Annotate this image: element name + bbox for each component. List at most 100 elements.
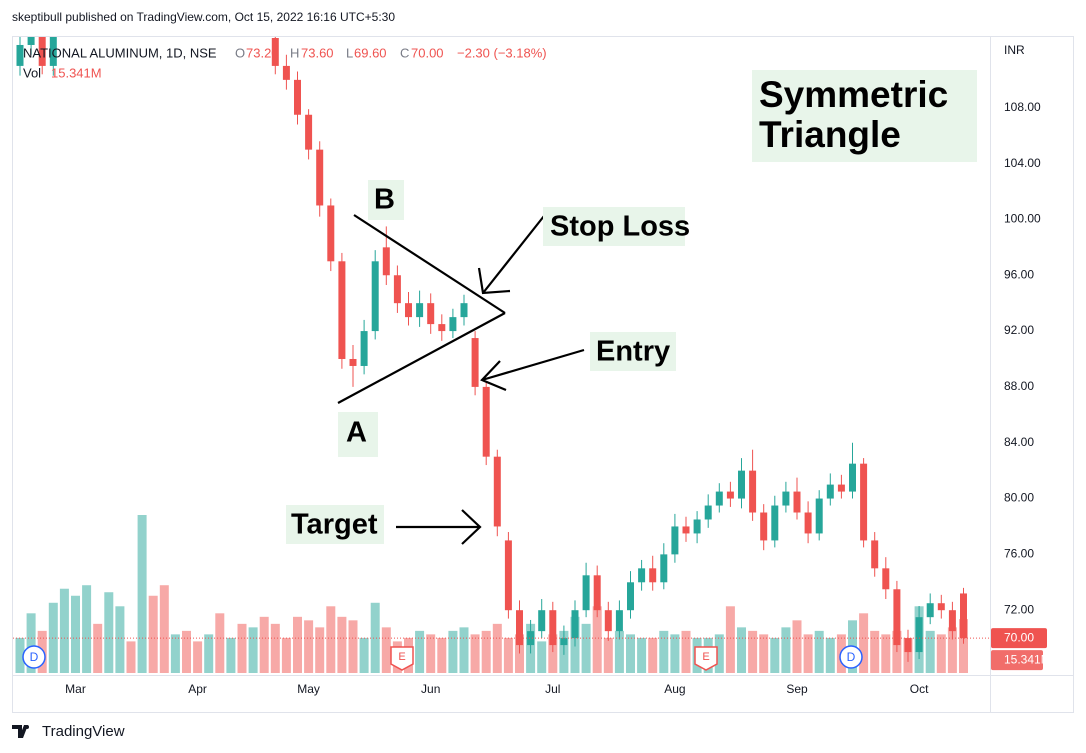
candle-body: [427, 303, 435, 325]
candle-body: [627, 582, 634, 611]
volume-bar: [315, 627, 325, 673]
candle-layer: [16, 0, 967, 662]
last-volume-label: 15.341M: [1004, 652, 1051, 666]
candle-body: [771, 505, 779, 541]
volume-layer: [15, 515, 968, 673]
dividend-icon[interactable]: D: [839, 645, 863, 669]
annotation: A: [346, 417, 367, 449]
volume-bar: [925, 630, 935, 673]
svg-text:E: E: [398, 651, 405, 663]
x-tick-label: Sep: [786, 682, 808, 696]
volume-bar: [93, 623, 103, 673]
annotation-box: [286, 505, 384, 544]
candle-body: [749, 470, 757, 513]
earnings-icon[interactable]: E: [694, 646, 718, 671]
candle-body: [693, 519, 701, 534]
volume-bar: [759, 634, 769, 673]
candle-body: [449, 317, 457, 332]
candle-body: [671, 526, 679, 555]
volume-bar: [748, 630, 758, 673]
volume-bar: [270, 623, 280, 673]
volume-bar: [48, 602, 58, 673]
volume-bar: [881, 634, 891, 673]
volume-bar: [248, 627, 258, 673]
legend-key: L: [346, 45, 353, 60]
y-tick-label: 108.00: [1004, 100, 1041, 114]
volume-bar: [415, 630, 425, 673]
candle-body: [893, 589, 901, 646]
volume-bar: [681, 630, 691, 673]
volume-bar: [825, 637, 835, 673]
volume-bar: [348, 620, 358, 673]
candle-body: [382, 247, 390, 276]
svg-text:D: D: [847, 650, 856, 664]
volume-bar: [381, 627, 391, 673]
volume-bar: [959, 619, 968, 673]
candle-body: [416, 303, 424, 318]
annotation-box: [368, 180, 404, 220]
legend-value: 73.60: [301, 45, 334, 60]
annotation: Stop Loss: [550, 211, 690, 243]
candle-body: [338, 261, 346, 359]
candle-body: [271, 38, 279, 66]
arrow: [396, 509, 482, 545]
x-tick-label: Apr: [188, 682, 207, 696]
candle-body: [316, 149, 324, 206]
y-tick-label: 84.00: [1004, 435, 1034, 449]
volume-bar: [215, 613, 225, 673]
candle-body: [460, 303, 468, 318]
earnings-icon[interactable]: E: [390, 646, 414, 671]
candle-body: [582, 575, 590, 611]
candle-body: [393, 275, 401, 304]
candle-body: [438, 324, 446, 332]
volume-bar: [626, 634, 635, 673]
annotation: Triangle: [759, 114, 901, 155]
volume-bar: [770, 637, 780, 673]
x-tick-label: May: [297, 682, 320, 696]
volume-bar: [859, 613, 869, 673]
legend-change: −2.30 (−3.18%): [457, 45, 547, 60]
candle-body: [638, 568, 646, 583]
candle-body: [482, 386, 490, 457]
volume-bar: [870, 630, 880, 673]
legend-key: C: [400, 45, 409, 60]
volume-bar: [603, 637, 613, 673]
volume-bar: [470, 634, 480, 673]
volume-bar: [204, 634, 214, 673]
volume-bar: [182, 630, 191, 673]
volume-bar: [359, 637, 369, 673]
candle-body: [250, 0, 257, 10]
candle-body: [27, 37, 35, 45]
candle-body: [649, 568, 657, 583]
volume-bar: [26, 613, 36, 673]
svg-text:E: E: [702, 651, 709, 663]
volume-bar: [293, 616, 302, 673]
arrow: [480, 348, 585, 392]
volume-bar: [481, 630, 491, 673]
annotation-box: [590, 332, 676, 371]
candle-body: [604, 610, 612, 632]
candle-body: [682, 526, 690, 534]
dividend-icon[interactable]: D: [22, 645, 46, 669]
volume-bar: [326, 606, 336, 673]
last-price-box: [991, 628, 1047, 649]
candle-body: [860, 463, 868, 541]
volume-bar: [492, 623, 502, 673]
volume-bar: [159, 585, 169, 673]
candle-body: [948, 610, 956, 632]
legend-key: H: [290, 45, 299, 60]
volume-bar: [670, 634, 680, 673]
volume-bar: [781, 627, 791, 673]
candle-body: [793, 491, 801, 513]
candle-body: [527, 631, 535, 646]
currency: INR: [1004, 43, 1025, 57]
candle-body: [915, 617, 923, 653]
candle-body: [815, 498, 823, 534]
y-tick-label: 80.00: [1004, 491, 1034, 505]
volume-bar: [725, 606, 735, 673]
volume-bar: [548, 634, 558, 673]
candle-body: [882, 568, 890, 590]
candle-body: [937, 603, 945, 611]
triangle-line: [337, 312, 506, 404]
